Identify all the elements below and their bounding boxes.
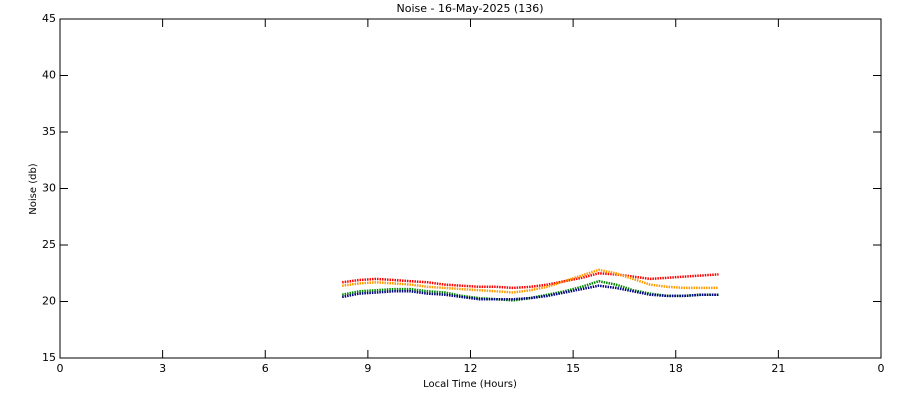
x-tick-label: 18 bbox=[669, 362, 683, 375]
y-axis-label: Noise (db) bbox=[28, 163, 39, 215]
y-tick-label: 30 bbox=[42, 182, 56, 195]
y-tick-label: 20 bbox=[42, 295, 56, 308]
x-tick-label: 0 bbox=[878, 362, 885, 375]
x-tick-label: 15 bbox=[566, 362, 580, 375]
x-tick-label: 21 bbox=[771, 362, 785, 375]
noise-line bbox=[341, 284, 719, 301]
noise-line bbox=[342, 268, 719, 294]
x-tick-label: 3 bbox=[159, 362, 166, 375]
y-tick-label: 35 bbox=[42, 125, 56, 138]
y-tick-label: 45 bbox=[42, 12, 56, 25]
x-tick-label: 6 bbox=[262, 362, 269, 375]
chart-title: Noise - 16-May-2025 (136) bbox=[396, 2, 543, 15]
x-tick-label: 9 bbox=[364, 362, 371, 375]
x-axis-label: Local Time (Hours) bbox=[423, 379, 517, 390]
y-tick-label: 25 bbox=[42, 238, 56, 251]
x-tick-label: 12 bbox=[464, 362, 478, 375]
y-tick-label: 15 bbox=[42, 351, 56, 364]
noise-line bbox=[342, 272, 719, 290]
y-tick-label: 40 bbox=[42, 69, 56, 82]
plot-frame bbox=[59, 18, 882, 359]
x-tick-label: 0 bbox=[57, 362, 64, 375]
